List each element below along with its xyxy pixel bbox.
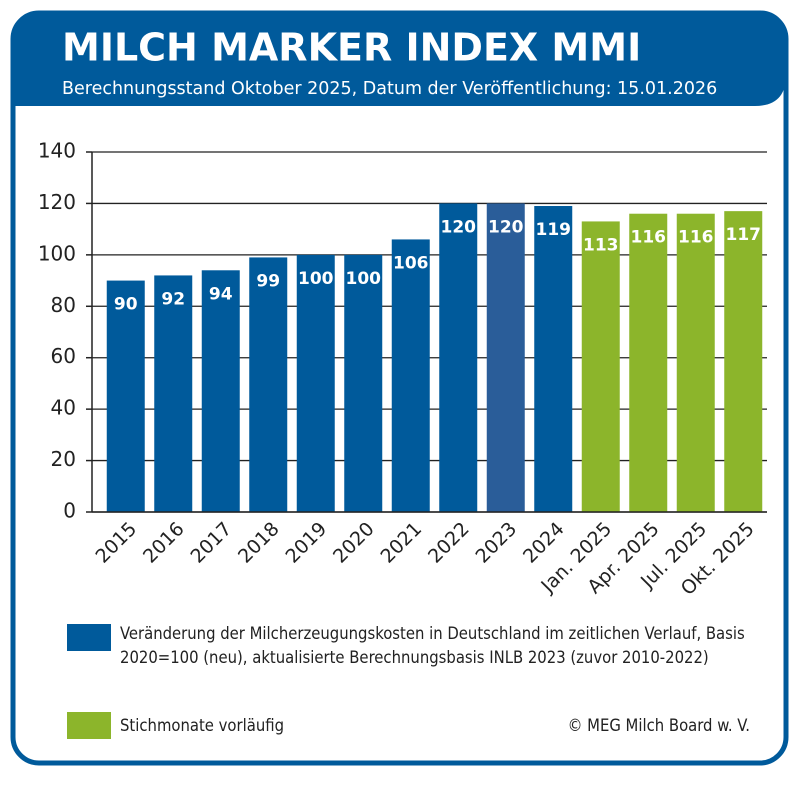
x-tick-label: 2020 xyxy=(329,518,379,568)
value-label: 99 xyxy=(256,271,280,291)
legend-label: Veränderung der Milcherzeugungskosten in… xyxy=(120,624,745,667)
bar xyxy=(106,280,145,512)
value-label: 100 xyxy=(346,269,382,289)
x-tick-label: 2016 xyxy=(139,518,189,568)
bar xyxy=(391,239,430,512)
legend-swatch xyxy=(67,624,111,651)
legend-label: Stichmonate vorläufig xyxy=(120,716,285,735)
value-label: 94 xyxy=(209,284,233,304)
bar xyxy=(249,257,288,512)
y-tick-label: 20 xyxy=(51,447,76,471)
bar xyxy=(581,221,620,512)
value-label: 90 xyxy=(114,295,138,315)
bar xyxy=(724,211,763,512)
value-label: 116 xyxy=(678,228,714,248)
value-label: 100 xyxy=(298,269,334,289)
value-label: 120 xyxy=(441,217,477,237)
value-label: 106 xyxy=(393,253,429,273)
bar xyxy=(154,275,193,512)
bar xyxy=(676,213,715,512)
bar xyxy=(296,254,335,512)
value-label: 120 xyxy=(488,217,524,237)
value-label: 92 xyxy=(161,289,185,309)
x-tick-label: 2019 xyxy=(281,518,331,568)
x-tick-label: 2023 xyxy=(471,518,521,568)
bar xyxy=(201,270,240,512)
y-tick-label: 0 xyxy=(63,499,76,523)
value-label: 119 xyxy=(536,220,572,240)
x-tick-label: 2017 xyxy=(186,518,236,568)
y-tick-label: 100 xyxy=(38,241,76,265)
legend-swatch xyxy=(67,712,111,739)
chart-subtitle: Berechnungsstand Oktober 2025, Datum der… xyxy=(62,79,717,99)
source: © MEG Milch Board w. V. xyxy=(567,716,750,735)
y-tick-label: 80 xyxy=(51,293,76,317)
value-label: 116 xyxy=(631,228,667,248)
bar xyxy=(534,206,573,512)
x-tick-label: 2015 xyxy=(91,518,141,568)
x-tick-label: 2022 xyxy=(424,518,474,568)
y-tick-label: 60 xyxy=(51,344,76,368)
chart-title: MILCH MARKER INDEX MMI xyxy=(62,26,641,70)
value-label: 117 xyxy=(726,225,762,245)
value-label: 113 xyxy=(583,235,619,255)
y-tick-label: 40 xyxy=(51,396,76,420)
x-tick-label: 2018 xyxy=(234,518,284,568)
bar xyxy=(629,213,668,512)
y-tick-label: 120 xyxy=(38,190,76,214)
y-tick-label: 140 xyxy=(38,139,76,163)
bar xyxy=(486,203,525,512)
header xyxy=(13,13,786,106)
x-tick-label: 2021 xyxy=(376,518,426,568)
bar xyxy=(344,254,383,512)
bar xyxy=(439,203,478,512)
